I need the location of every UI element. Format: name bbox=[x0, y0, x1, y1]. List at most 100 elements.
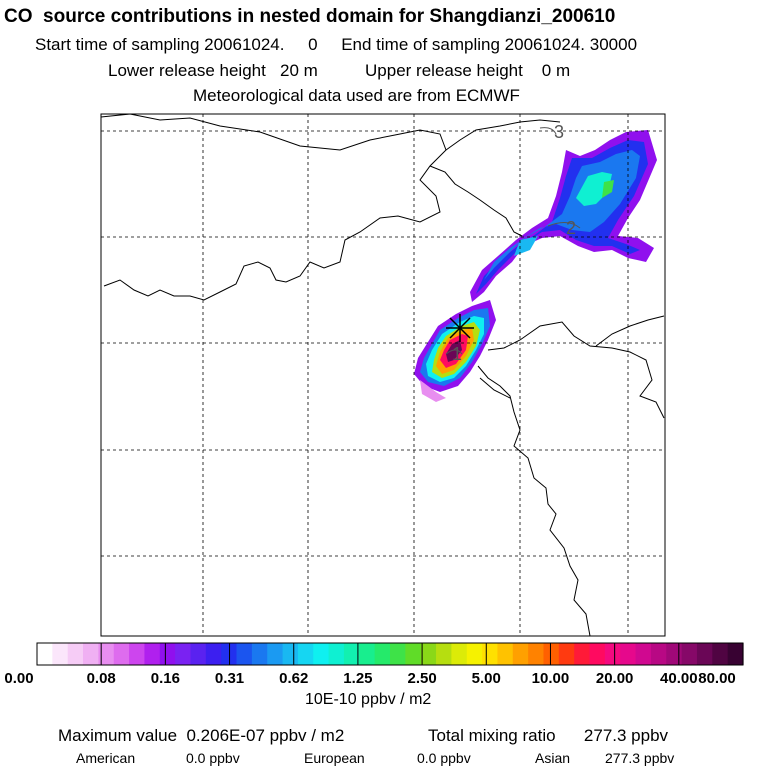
colorbar-cell bbox=[543, 643, 560, 665]
colorbar-tick-label: 20.00 bbox=[595, 670, 634, 687]
colorbar-cell bbox=[420, 643, 437, 665]
colorbar-cell bbox=[159, 643, 176, 665]
colorbar-cell bbox=[497, 643, 514, 665]
colorbar-cell bbox=[528, 643, 545, 665]
border-line-central bbox=[429, 165, 523, 237]
coastline-detail bbox=[479, 377, 511, 399]
border-line-north bbox=[445, 119, 561, 151]
colorbar-cell bbox=[328, 643, 345, 665]
colorbar-cell bbox=[129, 643, 146, 665]
colorbar-cell bbox=[696, 643, 713, 665]
coastline-bay bbox=[487, 321, 665, 419]
colorbar-cell bbox=[620, 643, 637, 665]
total-mixing-ratio: Total mixing ratio 277.3 ppbv bbox=[428, 727, 668, 744]
colorbar-cell bbox=[712, 643, 729, 665]
colorbar-cell bbox=[313, 643, 330, 665]
asian-value: 277.3 ppbv bbox=[605, 750, 675, 766]
total-mixing-value: 277.3 ppbv bbox=[583, 726, 669, 745]
lower-height-value: 20 m bbox=[280, 61, 318, 80]
plume-northeast-arm bbox=[470, 130, 657, 302]
end-time-label: End time of sampling 20061024. 30000 bbox=[341, 35, 638, 54]
colorbar-tick-label: 5.00 bbox=[471, 670, 501, 687]
colorbar-tick-label: 80.00 bbox=[698, 670, 736, 687]
total-mixing-label: Total mixing ratio bbox=[428, 726, 556, 745]
colorbar-tick-label: 0.62 bbox=[279, 670, 309, 687]
colorbar-cell bbox=[205, 643, 222, 665]
colorbar-cell bbox=[52, 643, 69, 665]
colorbar-cell bbox=[267, 643, 284, 665]
colorbar-units: 10E-10 ppbv / m2 bbox=[305, 691, 432, 708]
station-star-icon bbox=[446, 314, 474, 342]
colorbar-cell bbox=[512, 643, 529, 665]
release-height-line: Lower release height 20 m Upper release … bbox=[108, 62, 570, 79]
european-label: European bbox=[304, 750, 365, 766]
colorbar-dividers bbox=[100, 643, 680, 665]
colorbar-tick-label: 0.16 bbox=[150, 670, 180, 687]
start-time-label: Start time of sampling 20061024. bbox=[35, 35, 285, 54]
american-value: 0.0 ppbv bbox=[186, 750, 240, 766]
coastline-east bbox=[477, 365, 591, 636]
colorbar-cell bbox=[175, 643, 192, 665]
colorbar-cell bbox=[190, 643, 207, 665]
colorbar-tick-label: 0.31 bbox=[214, 670, 245, 687]
colorbar-cell bbox=[67, 643, 84, 665]
colorbar-cell bbox=[236, 643, 253, 665]
contour-label-2: 2 bbox=[566, 218, 576, 238]
colorbar-cell bbox=[359, 643, 376, 665]
colorbar-cell bbox=[374, 643, 391, 665]
coastline-northeast bbox=[595, 315, 665, 347]
colorbar-cell bbox=[297, 643, 314, 665]
colorbar-cell bbox=[282, 643, 299, 665]
plume-field bbox=[414, 130, 657, 402]
colorbar-cell bbox=[405, 643, 422, 665]
colorbar-tick-label: 0.08 bbox=[86, 670, 116, 687]
upper-height-value: 0 m bbox=[541, 61, 571, 80]
lower-height-label: Lower release height bbox=[108, 61, 266, 80]
colorbar-tick-label: 2.50 bbox=[407, 670, 437, 687]
contour-label-3: 3 bbox=[554, 122, 564, 142]
colorbar-cell bbox=[37, 643, 53, 665]
colorbar-tick-label: 0.00 bbox=[4, 670, 34, 687]
colorbar-cell bbox=[113, 643, 130, 665]
contour-lines bbox=[445, 127, 581, 355]
met-data-line: Meteorological data used are from ECMWF bbox=[193, 86, 520, 105]
colorbar-cell bbox=[589, 643, 606, 665]
colorbar-tick-label: 1.25 bbox=[343, 670, 373, 687]
asian-label: Asian bbox=[535, 750, 571, 766]
colorbar-frame bbox=[36, 642, 744, 666]
colorbar-cell bbox=[558, 643, 575, 665]
colorbar-cell bbox=[451, 643, 468, 665]
colorbar-cell bbox=[727, 643, 744, 665]
colorbar-cell bbox=[466, 643, 483, 665]
upper-height-label: Upper release height bbox=[365, 61, 523, 80]
colorbar-cell bbox=[681, 643, 698, 665]
colorbar-cell bbox=[635, 643, 652, 665]
colorbar-cell bbox=[650, 643, 667, 665]
colorbar-cells bbox=[37, 643, 744, 665]
colorbar-cell bbox=[574, 643, 591, 665]
border-line-west bbox=[101, 114, 447, 301]
colorbar-cell bbox=[436, 643, 452, 665]
colorbar-tick-label: 40.00 bbox=[660, 670, 698, 687]
colorbar-cell bbox=[666, 643, 683, 665]
plot-title: CO source contributions in nested domain… bbox=[4, 6, 616, 27]
contour-label-1: 1 bbox=[452, 344, 462, 364]
colorbar-tick-label: 10.00 bbox=[531, 670, 570, 687]
colorbar-cell bbox=[144, 643, 161, 665]
maximum-value: Maximum value 0.206E-07 ppbv / m2 bbox=[58, 726, 345, 745]
colorbar-cell bbox=[251, 643, 268, 665]
colorbar-cell bbox=[98, 643, 115, 665]
colorbar-cell bbox=[604, 643, 621, 665]
european-value: 0.0 ppbv bbox=[417, 750, 471, 766]
map-frame bbox=[100, 113, 666, 637]
colorbar-cell bbox=[343, 643, 360, 665]
start-hour: 0 bbox=[308, 35, 318, 54]
colorbar-cell bbox=[83, 643, 99, 665]
sampling-time-line: Start time of sampling 20061024. 0 End t… bbox=[35, 36, 637, 53]
colorbar-cell bbox=[390, 643, 406, 665]
colorbar-cell bbox=[482, 643, 499, 665]
american-label: American bbox=[76, 750, 136, 766]
coastlines-borders bbox=[101, 114, 665, 636]
